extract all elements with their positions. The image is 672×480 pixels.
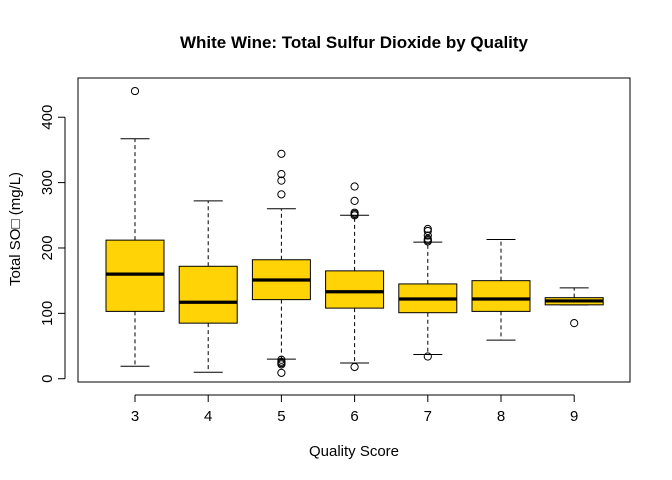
x-tick-label: 3: [131, 408, 139, 425]
box-iqr: [325, 270, 385, 309]
x-tick-label: 8: [497, 408, 505, 425]
box-iqr: [178, 265, 238, 324]
outlier-point: [277, 176, 286, 185]
x-tick-label: 6: [350, 408, 358, 425]
chart-marks: 0 100 200 300 400 3 4 5 6 7 8 9: [39, 86, 604, 425]
outlier-point: [350, 182, 359, 191]
plot-frame: [77, 77, 631, 383]
y-tick-label: 300: [39, 170, 56, 195]
box-iqr: [471, 280, 531, 312]
outlier-point: [350, 196, 359, 206]
outlier-point: [130, 86, 140, 96]
box-iqr: [105, 239, 165, 312]
y-tick-label: 0: [39, 375, 56, 383]
outlier-point: [423, 352, 432, 361]
x-tick-label: 5: [277, 408, 285, 425]
x-axis-label: Quality Score: [309, 443, 399, 460]
y-tick-label: 100: [39, 301, 56, 326]
x-tick-label: 7: [424, 408, 432, 425]
x-tick-label: 4: [204, 408, 212, 425]
x-tick-label: 9: [570, 408, 578, 425]
outlier-point: [423, 226, 432, 236]
outlier-point: [277, 190, 286, 199]
y-axis-label: Total SO□ (mg/L): [7, 172, 24, 286]
outlier-point: [423, 237, 432, 246]
y-tick-label: 200: [39, 235, 56, 260]
outlier-point: [277, 360, 286, 369]
outlier-point: [350, 211, 359, 220]
outlier-point: [277, 149, 286, 158]
outlier-point: [423, 231, 432, 240]
y-tick-label: 400: [39, 105, 56, 130]
outlier-point: [570, 319, 579, 328]
chart-title: White Wine: Total Sulfur Dioxide by Qual…: [180, 33, 529, 52]
outlier-point: [350, 362, 359, 372]
outlier-point: [277, 170, 286, 179]
outlier-point: [277, 368, 286, 377]
